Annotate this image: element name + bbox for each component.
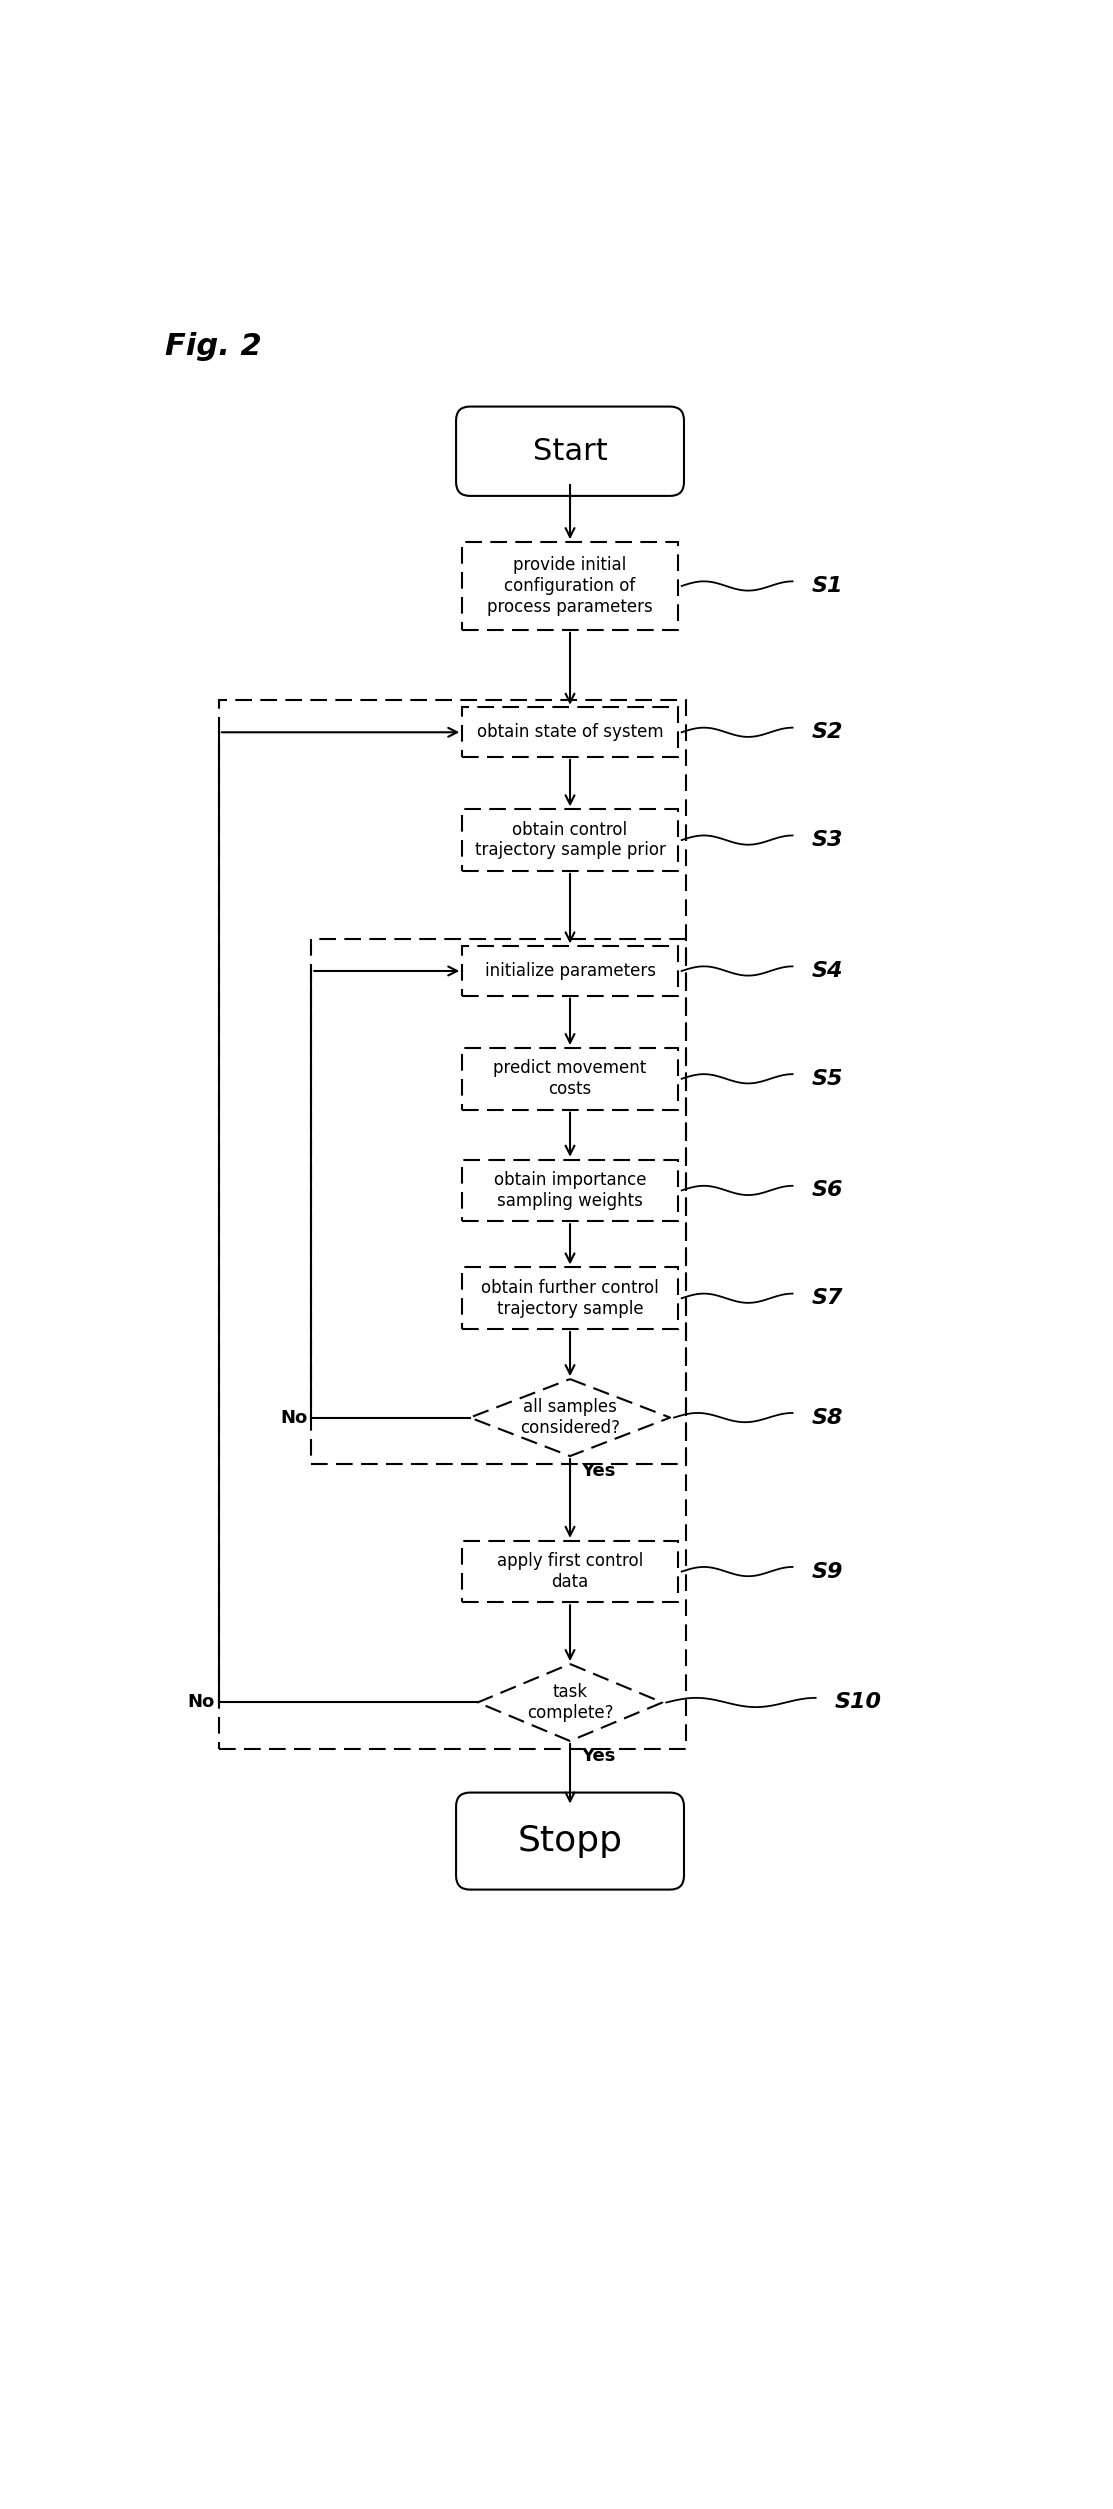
Text: initialize parameters: initialize parameters bbox=[484, 961, 656, 981]
Text: S1: S1 bbox=[811, 577, 844, 597]
Text: Fig. 2: Fig. 2 bbox=[165, 331, 262, 361]
Text: No: No bbox=[188, 1694, 215, 1711]
Bar bbox=[462, 946, 678, 996]
Text: provide initial
configuration of
process parameters: provide initial configuration of process… bbox=[487, 557, 653, 615]
Text: S7: S7 bbox=[811, 1287, 844, 1307]
Text: obtain state of system: obtain state of system bbox=[476, 723, 663, 740]
Text: task
complete?: task complete? bbox=[526, 1684, 613, 1721]
Text: Yes: Yes bbox=[582, 1746, 615, 1766]
Text: S3: S3 bbox=[811, 830, 844, 851]
Bar bbox=[312, 938, 686, 1463]
Text: Yes: Yes bbox=[582, 1463, 615, 1480]
Text: S5: S5 bbox=[811, 1069, 844, 1089]
Text: S8: S8 bbox=[811, 1408, 844, 1428]
Text: apply first control
data: apply first control data bbox=[496, 1553, 643, 1591]
Text: obtain further control
trajectory sample: obtain further control trajectory sample bbox=[481, 1280, 659, 1317]
Text: Start: Start bbox=[533, 437, 608, 467]
Bar bbox=[462, 542, 678, 630]
Text: S4: S4 bbox=[811, 961, 844, 981]
Text: all samples
considered?: all samples considered? bbox=[520, 1398, 620, 1438]
Bar bbox=[462, 1049, 678, 1109]
Bar bbox=[219, 700, 686, 1749]
Bar bbox=[462, 1541, 678, 1603]
Text: S10: S10 bbox=[835, 1694, 881, 1714]
Text: S2: S2 bbox=[811, 723, 844, 743]
Text: No: No bbox=[280, 1408, 307, 1428]
Polygon shape bbox=[470, 1380, 670, 1455]
FancyBboxPatch shape bbox=[456, 1791, 684, 1889]
Bar bbox=[462, 1159, 678, 1222]
FancyBboxPatch shape bbox=[456, 406, 684, 497]
Text: obtain importance
sampling weights: obtain importance sampling weights bbox=[494, 1172, 647, 1209]
Text: S6: S6 bbox=[811, 1179, 844, 1199]
Text: Stopp: Stopp bbox=[518, 1824, 622, 1859]
Text: S9: S9 bbox=[811, 1561, 844, 1581]
Polygon shape bbox=[477, 1663, 662, 1741]
Bar bbox=[462, 810, 678, 871]
Bar bbox=[462, 1267, 678, 1330]
Text: obtain control
trajectory sample prior: obtain control trajectory sample prior bbox=[474, 820, 666, 861]
Bar bbox=[462, 708, 678, 758]
Text: predict movement
costs: predict movement costs bbox=[493, 1059, 647, 1099]
